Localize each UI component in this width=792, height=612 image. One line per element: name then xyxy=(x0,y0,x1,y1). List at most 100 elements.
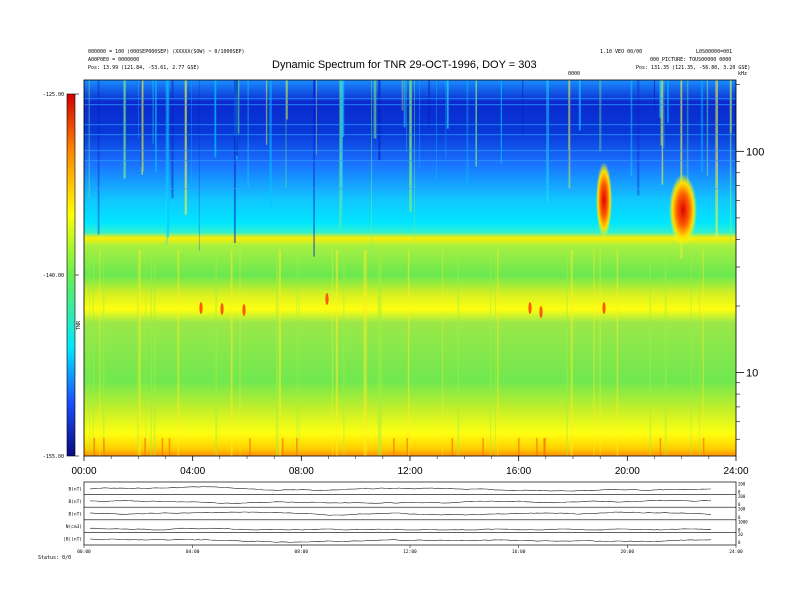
spectral-streak xyxy=(442,250,444,456)
panel-tick-label: 0 xyxy=(738,490,741,495)
spectral-streak xyxy=(237,80,240,134)
spectral-streak xyxy=(315,80,317,155)
spectral-streak xyxy=(379,250,382,456)
panel-trace xyxy=(89,486,711,492)
panel-tick-label: 0 xyxy=(738,527,741,532)
hz-unit-label: kHz xyxy=(738,71,748,77)
panel-time-label: 12:00 xyxy=(403,549,417,555)
colorbar-label: TNR xyxy=(76,320,82,330)
spectral-spot xyxy=(528,302,532,314)
spectral-streak xyxy=(680,80,683,259)
spectral-streak xyxy=(92,250,94,456)
spectral-streak xyxy=(152,80,154,144)
spectral-streak xyxy=(99,250,101,456)
spectral-spot xyxy=(536,438,538,456)
spectral-spot xyxy=(393,438,395,456)
panel-tick-label: 1000 xyxy=(738,519,748,524)
spectral-streak xyxy=(654,80,656,111)
spectral-spot xyxy=(296,438,298,456)
spectral-streak xyxy=(593,250,595,456)
spectral-streak xyxy=(191,80,192,204)
spectral-streak xyxy=(269,80,272,209)
spectral-streak xyxy=(84,98,736,100)
spectral-spot xyxy=(702,438,705,456)
spectral-spot xyxy=(199,302,203,314)
spectral-spot xyxy=(161,438,164,456)
spectral-streak xyxy=(649,250,652,456)
panel-trace xyxy=(89,538,712,543)
spectral-streak xyxy=(84,134,736,136)
header-info-line-1: 000000 = 100 (000SEP000SEP) (XXXXX(SOW) … xyxy=(88,49,245,55)
panel-tick-label: 0 xyxy=(738,515,741,520)
spectral-spot xyxy=(325,293,329,305)
header-info-right-3: 000_PICTURE: TOUS00000 0000 xyxy=(650,57,732,63)
spectral-streak xyxy=(84,150,736,152)
spectral-spot xyxy=(144,438,146,456)
colorbar-tick-label: -140.00 xyxy=(43,273,64,279)
spectral-streak xyxy=(278,250,282,456)
spectral-streak xyxy=(489,250,492,456)
spectral-streak xyxy=(495,250,496,456)
spectral-streak xyxy=(275,250,279,456)
spectral-streak xyxy=(661,80,664,185)
spectral-streak xyxy=(142,80,144,172)
spectral-streak xyxy=(198,80,200,251)
spectral-streak xyxy=(522,80,524,136)
parameter-panels: B(nT)2000B(nT)2000B(nT)2000N(cm3)10000|B… xyxy=(63,482,748,556)
panel-tick-label: 0 xyxy=(738,502,741,507)
spectral-streak xyxy=(239,250,241,456)
spectral-streak xyxy=(155,80,157,173)
panel-label: B(nT) xyxy=(68,512,82,518)
spectral-streak xyxy=(247,80,249,187)
spectral-streak xyxy=(265,80,268,145)
spectral-streak xyxy=(165,80,168,245)
spectral-streak xyxy=(566,250,568,456)
frequency-tick-label: 10 xyxy=(746,368,758,380)
spectral-streak xyxy=(409,80,412,212)
spectral-streak xyxy=(343,250,345,456)
time-tick-label: 20:00 xyxy=(615,466,640,477)
spectrogram-texture xyxy=(84,80,736,456)
spectral-streak xyxy=(296,250,298,456)
spectral-spot xyxy=(281,438,284,456)
panel-label: |B|(nT) xyxy=(63,537,82,543)
panel-time-label: 00:00 xyxy=(77,549,91,555)
spectral-streak xyxy=(497,250,499,456)
colorbar-tick-label: -155.00 xyxy=(43,454,64,460)
panel-label: N(cm3) xyxy=(66,524,82,530)
spectral-streak xyxy=(137,250,139,456)
spectral-streak xyxy=(285,80,288,120)
spectral-streak xyxy=(339,80,342,228)
spectral-streak xyxy=(500,80,502,164)
time-axis: 00:00 04:00 08:00 12:00 16:00 20:00 24:00 xyxy=(71,456,749,477)
status-label: Status: 0/0 xyxy=(38,555,72,561)
spectral-streak xyxy=(599,80,602,152)
spectral-streak xyxy=(690,250,692,456)
spectral-streak xyxy=(637,80,640,196)
spectral-streak xyxy=(153,250,156,456)
spectral-spot xyxy=(482,438,484,456)
spectral-streak xyxy=(616,250,619,456)
spectral-streak xyxy=(145,250,147,456)
spectral-spot xyxy=(451,438,454,456)
radio-burst-1 xyxy=(596,162,612,238)
spectral-streak xyxy=(436,80,438,180)
spectral-spot xyxy=(539,306,543,318)
panel-tick-label: 20 xyxy=(738,532,743,537)
spectral-streak xyxy=(706,80,709,176)
spectral-streak xyxy=(230,250,233,456)
panel-tick-label: 200 xyxy=(738,482,746,487)
spectral-streak xyxy=(184,80,187,215)
spectral-streak xyxy=(475,80,478,167)
panel-trace xyxy=(89,527,712,531)
spectral-streak xyxy=(84,104,736,106)
panel-time-label: 04:00 xyxy=(186,549,200,555)
panel-time-label: 20:00 xyxy=(621,549,635,555)
spectral-spot xyxy=(249,438,251,456)
spectral-spot xyxy=(406,438,409,456)
spectral-streak xyxy=(84,188,736,190)
spectral-spot xyxy=(544,438,546,456)
time-tick-label: 12:00 xyxy=(397,466,422,477)
spectral-streak xyxy=(401,80,404,111)
